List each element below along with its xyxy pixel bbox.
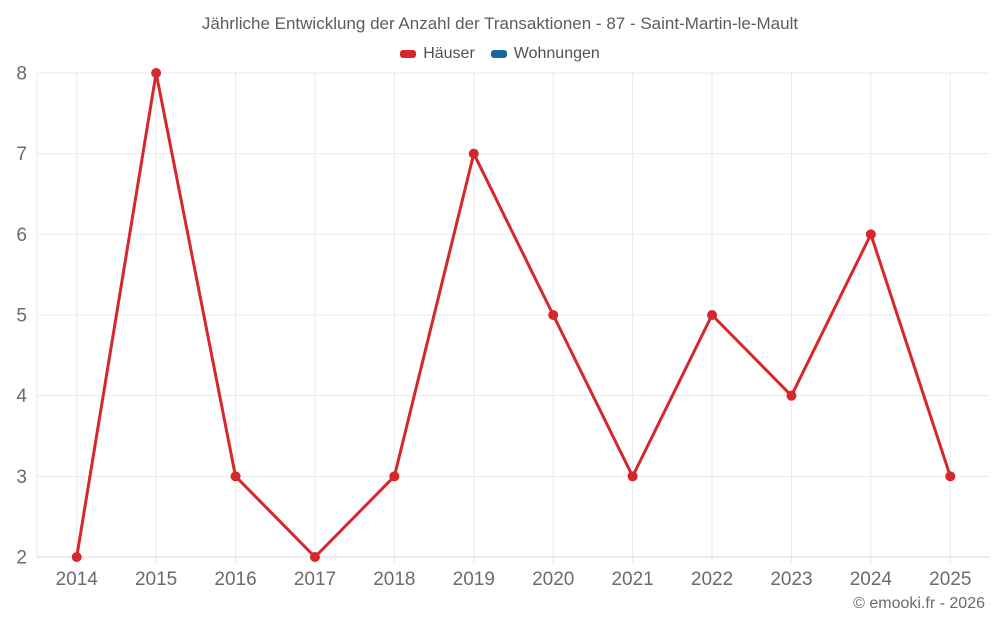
data-point-häuser-2024[interactable]: [865, 229, 876, 240]
x-axis-label-2020: 2020: [532, 569, 574, 590]
y-axis-label-4: 4: [16, 386, 27, 407]
x-axis-label-2025: 2025: [929, 569, 971, 590]
data-point-häuser-2016[interactable]: [230, 471, 241, 482]
data-point-häuser-2017[interactable]: [309, 552, 320, 562]
x-axis-label-2015: 2015: [135, 569, 177, 590]
wohnungen-series-swatch-icon: [490, 50, 507, 58]
data-point-häuser-2020[interactable]: [548, 310, 559, 320]
chart-title: Jährliche Entwicklung der Anzahl der Tra…: [201, 14, 799, 33]
series-line-häuser: [75, 71, 952, 559]
copyright: © emooki.fr - 2026: [853, 595, 985, 612]
data-point-häuser-2025[interactable]: [945, 471, 956, 482]
y-axis-label-6: 6: [16, 225, 27, 246]
x-axis-label-2021: 2021: [611, 569, 653, 590]
x-axis-label-2019: 2019: [453, 569, 495, 590]
x-axis-label-2018: 2018: [373, 569, 415, 590]
y-axis-label-2: 2: [16, 548, 27, 569]
legend-item-wohnungen-label: Wohnungen: [513, 45, 600, 62]
x-axis-label-2016: 2016: [214, 569, 256, 590]
data-point-häuser-2023[interactable]: [786, 390, 797, 401]
y-axis-label-8: 8: [16, 64, 27, 85]
x-axis-label-2022: 2022: [691, 569, 733, 590]
x-axis-label-2017: 2017: [294, 569, 336, 590]
legend: Häuser Wohnungen: [0, 45, 1000, 63]
data-point-häuser-2022[interactable]: [707, 310, 718, 320]
y-axis-label-3: 3: [16, 467, 27, 488]
x-axis-label-2023: 2023: [770, 569, 812, 590]
haeuser-series-swatch-icon: [400, 50, 417, 58]
legend-item-haeuser-label: Häuser: [423, 45, 475, 62]
y-axis-label-5: 5: [16, 306, 27, 327]
x-axis-label-2024: 2024: [850, 569, 893, 590]
x-axis-label-2014: 2014: [56, 569, 99, 590]
data-point-häuser-2019[interactable]: [468, 148, 479, 159]
legend-item-haeuser[interactable]: Häuser: [400, 45, 475, 63]
data-point-häuser-2015[interactable]: [151, 68, 162, 78]
data-point-häuser-2014[interactable]: [71, 552, 82, 562]
data-point-häuser-2021[interactable]: [627, 471, 638, 482]
data-point-häuser-2018[interactable]: [389, 471, 400, 482]
legend-item-wohnungen[interactable]: Wohnungen: [490, 45, 600, 63]
y-axis-label-7: 7: [16, 144, 27, 165]
